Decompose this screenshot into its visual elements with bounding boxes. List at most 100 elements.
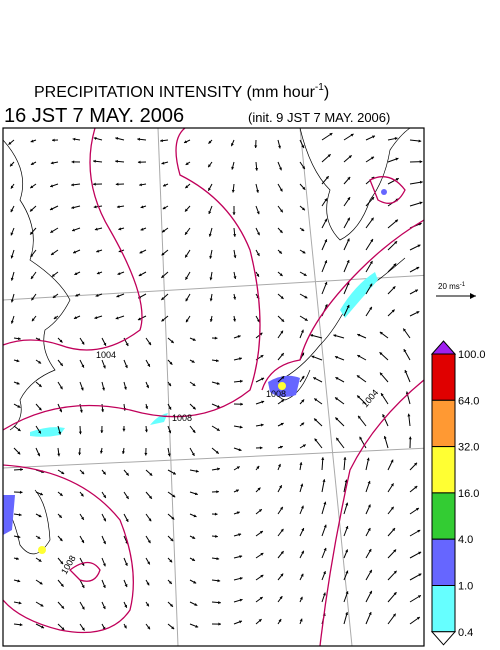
wind-arrow-head <box>369 569 372 573</box>
wind-arrow-head <box>194 603 198 606</box>
wind-arrow-head <box>419 201 423 205</box>
wind-arrow-head <box>301 550 304 554</box>
wind-arrow-head <box>278 618 282 622</box>
wind-arrow-head <box>140 205 144 209</box>
wind-arrow-head <box>417 595 421 599</box>
wind-arrow-head <box>96 271 100 275</box>
rain-core <box>38 546 46 554</box>
colorbar-label: 100.0 <box>458 349 486 361</box>
wind-arrow-head <box>10 185 14 189</box>
wind-arrow-head <box>102 563 106 567</box>
coast <box>3 139 71 431</box>
wind-arrow-head <box>345 612 349 615</box>
title-text: PRECIPITATION INTENSITY (mm hour <box>34 84 316 101</box>
wind-arrow-head <box>407 413 411 417</box>
wind-arrow-head <box>418 573 422 577</box>
wind-arrow-head <box>41 625 45 629</box>
wind-arrow-head <box>61 471 65 475</box>
wind-arrow-head <box>147 363 150 367</box>
wind-arrow-head <box>102 365 106 369</box>
wind-arrow-head <box>216 490 219 494</box>
wind-arrow-head <box>10 255 14 259</box>
wind-arrow-head <box>52 138 55 142</box>
grid-line <box>299 128 353 646</box>
wind-arrow-head <box>395 178 399 181</box>
wind-arrow-head <box>144 429 148 433</box>
wind-arrow-head <box>393 263 397 267</box>
wind-arrow-head <box>115 159 118 163</box>
wind-arrow-head <box>59 538 63 542</box>
wind-arrow-head <box>19 623 23 627</box>
wind-arrow-head <box>300 329 304 333</box>
wind-arrow-head <box>30 231 33 235</box>
colorbar-segment <box>431 538 456 587</box>
wind-arrow-head <box>10 163 13 167</box>
wind-arrow-head <box>254 145 258 148</box>
wind-arrow-head <box>324 239 328 243</box>
map-frame <box>2 127 425 647</box>
wind-arrow-head <box>102 585 106 588</box>
wind-arrow-head <box>359 436 363 440</box>
wind-arrow-head <box>239 598 243 602</box>
rain-area <box>340 272 378 318</box>
wind-arrow-head <box>138 273 142 277</box>
wind-arrow-head <box>280 353 284 357</box>
wind-arrow-head <box>40 603 44 607</box>
wind-arrow-head <box>8 141 12 145</box>
wind-arrow-head <box>51 252 55 255</box>
wind-arrow-head <box>370 239 373 243</box>
wind-arrow-head <box>327 154 331 158</box>
wind-arrow-head <box>102 606 106 610</box>
wind-arrow-head <box>367 480 371 484</box>
wind-arrow-head <box>148 518 152 522</box>
wind-arrow-head <box>311 355 315 359</box>
wind-arrow-head <box>71 160 75 164</box>
colorbar-label: 32.0 <box>458 442 479 454</box>
wind-arrow-head <box>191 452 195 456</box>
wind-arrow-head <box>260 552 264 556</box>
wind-arrow-head <box>278 250 282 254</box>
wind-arrow-head <box>71 206 75 210</box>
isobars <box>3 128 424 646</box>
wind-arrow-head <box>122 428 126 432</box>
colorbar-segment <box>431 585 456 633</box>
wind-arrow-head <box>172 471 176 475</box>
wind-arrow-head <box>17 579 21 583</box>
wind-arrow-head <box>161 318 165 322</box>
wind-arrow-head <box>79 409 83 413</box>
wind-arrow-head <box>238 533 242 537</box>
wind-arrow-head <box>299 596 303 600</box>
wind-arrow-head <box>195 624 199 628</box>
wind-arrow-head <box>368 549 372 553</box>
wind-arrow-head <box>301 375 305 379</box>
wind-arrow-head <box>146 603 149 607</box>
init-time: (init. 9 JST 7 MAY. 2006) <box>248 110 390 125</box>
wind-arrow-head <box>302 444 306 448</box>
wind-arrow-head <box>301 145 305 149</box>
wind-arrow-head <box>299 618 303 622</box>
wind-arrow-head <box>314 438 318 442</box>
wind-arrow-head <box>39 492 43 496</box>
wind-arrow-head <box>147 561 150 565</box>
wind-arrow-head <box>192 536 196 539</box>
wind-arrow-head <box>172 494 176 498</box>
colorbar: 100.0 64.0 32.0 16.0 4.0 1.0 0.4 <box>430 340 486 646</box>
wind-arrow-head <box>144 452 148 456</box>
wind-arrow-head <box>57 453 61 457</box>
wind-arrow-head <box>281 318 285 322</box>
wind-arrow-head <box>394 137 398 141</box>
graticule <box>3 128 424 646</box>
wind-arrow-head <box>256 319 260 323</box>
wind-arrow-head <box>302 250 306 254</box>
wind-arrow-head <box>300 505 304 509</box>
wind-arrow-head <box>168 580 172 584</box>
wind-arrow-head <box>38 558 42 562</box>
wind-arrow-head <box>139 250 143 254</box>
title-close: ) <box>324 84 329 101</box>
wind-arrow-head <box>38 360 42 364</box>
wind-arrow-head <box>59 409 63 413</box>
wind-arrow-head <box>30 139 34 143</box>
wind-arrow-head <box>239 425 243 429</box>
wind-arrow-head <box>171 516 175 520</box>
wind-arrow-head <box>214 336 218 340</box>
